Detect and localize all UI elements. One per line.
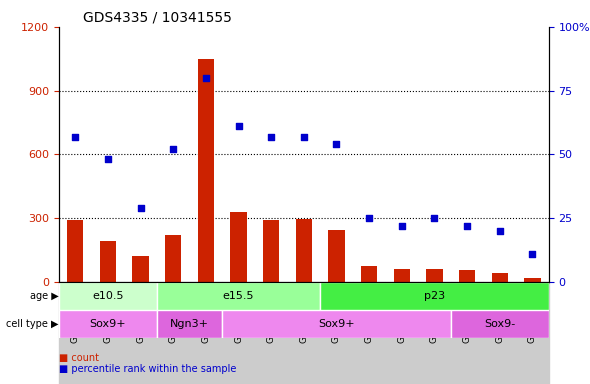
Text: e15.5: e15.5: [223, 291, 254, 301]
Point: [201, 75, 211, 81]
Text: GDS4335 / 10341555: GDS4335 / 10341555: [84, 10, 232, 24]
Point: [299, 133, 309, 139]
Point: [103, 156, 113, 162]
Bar: [91, 282, 124, 384]
Point: [169, 146, 178, 152]
Bar: [100, 242, 116, 282]
Bar: [418, 282, 451, 384]
Text: e10.5: e10.5: [92, 291, 124, 301]
Text: age ▶: age ▶: [30, 291, 59, 301]
Bar: [296, 219, 312, 282]
Bar: [491, 273, 508, 282]
Point: [430, 215, 439, 221]
Bar: [353, 282, 385, 384]
Text: Ngn3+: Ngn3+: [170, 319, 209, 329]
Bar: [426, 269, 442, 282]
Point: [71, 133, 80, 139]
Bar: [263, 220, 280, 282]
Bar: [328, 230, 345, 282]
FancyBboxPatch shape: [157, 282, 320, 310]
Text: p23: p23: [424, 291, 445, 301]
Point: [234, 123, 243, 129]
Bar: [222, 282, 255, 384]
Bar: [516, 282, 549, 384]
Text: ■ count: ■ count: [59, 353, 99, 363]
Point: [136, 205, 145, 211]
Point: [495, 228, 504, 234]
FancyBboxPatch shape: [222, 310, 451, 338]
Bar: [231, 212, 247, 282]
Point: [527, 251, 537, 257]
Bar: [483, 282, 516, 384]
Bar: [189, 282, 222, 384]
Bar: [59, 282, 91, 384]
FancyBboxPatch shape: [320, 282, 549, 310]
Text: Sox9-: Sox9-: [484, 319, 515, 329]
FancyBboxPatch shape: [59, 282, 157, 310]
Text: Sox9+: Sox9+: [318, 319, 355, 329]
Bar: [165, 235, 182, 282]
Bar: [451, 282, 483, 384]
FancyBboxPatch shape: [157, 310, 222, 338]
Bar: [459, 270, 476, 282]
Bar: [385, 282, 418, 384]
Point: [463, 223, 472, 229]
Point: [397, 223, 407, 229]
Point: [332, 141, 341, 147]
Bar: [198, 59, 214, 282]
Bar: [361, 266, 378, 282]
Text: cell type ▶: cell type ▶: [6, 319, 59, 329]
Bar: [394, 269, 410, 282]
Point: [365, 215, 374, 221]
Bar: [157, 282, 189, 384]
Point: [267, 133, 276, 139]
Bar: [132, 257, 149, 282]
Bar: [124, 282, 157, 384]
Bar: [67, 220, 84, 282]
Text: Sox9+: Sox9+: [90, 319, 126, 329]
Bar: [287, 282, 320, 384]
FancyBboxPatch shape: [59, 310, 157, 338]
Text: ■ percentile rank within the sample: ■ percentile rank within the sample: [59, 364, 237, 374]
Bar: [525, 278, 540, 282]
Bar: [320, 282, 353, 384]
Bar: [255, 282, 287, 384]
FancyBboxPatch shape: [451, 310, 549, 338]
